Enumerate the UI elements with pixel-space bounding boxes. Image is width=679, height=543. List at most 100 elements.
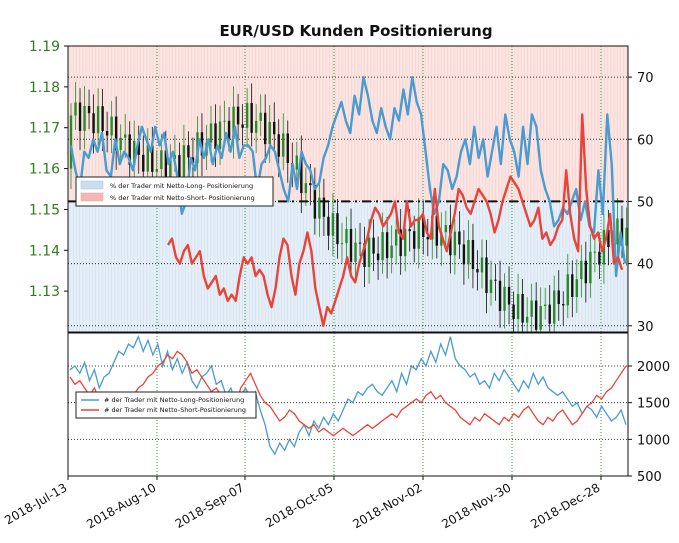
candle-body: [318, 197, 321, 219]
candle-body: [367, 237, 371, 267]
candle-body: [462, 244, 466, 265]
candle-body: [327, 216, 330, 236]
candle-body: [241, 124, 244, 128]
candle-body: [304, 183, 308, 194]
candle-body: [494, 279, 497, 281]
candle-body: [96, 106, 100, 134]
right-tick-label: 1500: [637, 397, 670, 412]
left-tick-label: 1.19: [29, 39, 60, 55]
candle-body: [133, 140, 136, 165]
candle-body: [137, 140, 140, 155]
candle-body: [408, 229, 411, 232]
candle-body: [191, 157, 195, 164]
candle-body: [273, 121, 276, 135]
candle-body: [435, 215, 439, 246]
x-tick-label: 2018-Nov-30: [439, 480, 513, 531]
candle-body: [394, 229, 398, 246]
right-tick-label: 40: [637, 258, 654, 273]
candle-body: [223, 120, 226, 122]
candle-body: [227, 120, 231, 139]
candle-body: [580, 260, 583, 280]
bottom-legend-box: [75, 391, 257, 419]
candle-body: [128, 134, 131, 165]
candle-body: [218, 121, 222, 149]
candle-body: [164, 150, 168, 181]
candle-body: [575, 279, 579, 297]
candle-body: [236, 106, 240, 125]
candle-body: [381, 232, 384, 261]
x-tick-label: 2018-Sep-07: [173, 480, 247, 531]
candle-body: [331, 213, 335, 236]
candle-body: [340, 243, 344, 245]
candle-body: [101, 106, 104, 132]
candle-body: [214, 123, 217, 149]
candle-body: [426, 236, 429, 240]
candle-body: [232, 106, 235, 139]
bottom-series-lines: [69, 334, 627, 456]
candle-body: [123, 134, 127, 138]
candle-body: [507, 286, 511, 305]
legend-swatch-long-pct: [80, 180, 104, 190]
candle-body: [548, 304, 551, 324]
right-tick-label: 60: [637, 133, 654, 148]
candle-body: [620, 218, 624, 246]
candle-body: [557, 290, 560, 304]
candle-body: [142, 154, 145, 172]
candlesticks: [69, 82, 628, 351]
candle-body: [553, 290, 556, 324]
bottom-plot-frame: [67, 332, 629, 477]
left-tick-label: 1.13: [29, 284, 60, 300]
candle-body: [489, 279, 493, 294]
candle-body: [282, 133, 285, 157]
candle-body: [78, 102, 82, 131]
left-tick-label: 1.16: [29, 162, 60, 178]
top-legend-box: [75, 176, 274, 207]
candle-body: [259, 112, 262, 121]
candle-body: [277, 134, 280, 157]
candle-body: [566, 274, 569, 306]
top-panel: 1.131.141.151.161.171.181.19 3040506070 …: [29, 39, 654, 351]
candle-body: [309, 183, 312, 186]
right-tick-label: 70: [637, 71, 654, 86]
candle-body: [503, 286, 506, 311]
candle-body: [534, 300, 538, 330]
candle-body: [372, 237, 375, 254]
candle-body: [187, 145, 190, 158]
right-axis-ticks-top: 30 40 50 60 70: [628, 71, 654, 335]
candle-body: [250, 103, 253, 133]
legend-swatch-short-pct: [80, 192, 104, 202]
candle-body: [516, 294, 520, 320]
left-tick-label: 1.14: [29, 243, 60, 259]
x-tick-label: 2018-Aug-10: [84, 480, 158, 531]
legend-label-short-pct: % der Trader mit Netto-Short- Positionie…: [110, 194, 255, 202]
legend-label-long-count: # der Trader mit Netto-Long-Positionieru…: [104, 396, 244, 404]
right-tick-label: 50: [637, 195, 654, 210]
candle-body: [376, 253, 380, 261]
top-legend: % der Trader mit Netto-Long- Positionier…: [75, 176, 274, 207]
candle-body: [254, 120, 258, 133]
series-line-long-pct: [69, 75, 627, 278]
candle-body: [119, 137, 122, 151]
candle-body: [69, 115, 73, 169]
candle-body: [146, 145, 149, 172]
candle-body: [155, 169, 159, 172]
candle-body: [385, 232, 389, 259]
legend-label-long-pct: % der Trader mit Netto-Long- Positionier…: [110, 182, 253, 190]
candle-body: [467, 240, 470, 265]
candle-body: [169, 159, 172, 181]
candle-body: [83, 105, 86, 131]
candle-body: [440, 232, 443, 246]
candle-body: [105, 131, 109, 136]
candle-body: [562, 303, 565, 306]
candle-body: [336, 213, 339, 245]
candle-body: [160, 150, 163, 170]
candle-body: [110, 116, 113, 136]
x-tick-label: 2018-Jul-13: [2, 480, 69, 527]
candle-body: [453, 231, 457, 256]
candle-body: [403, 229, 407, 257]
candle-body: [268, 121, 271, 145]
candle-body: [480, 257, 484, 273]
right-axis-ticks-bottom: 500 1000 1500 2000: [628, 360, 670, 485]
candle-body: [476, 269, 479, 273]
